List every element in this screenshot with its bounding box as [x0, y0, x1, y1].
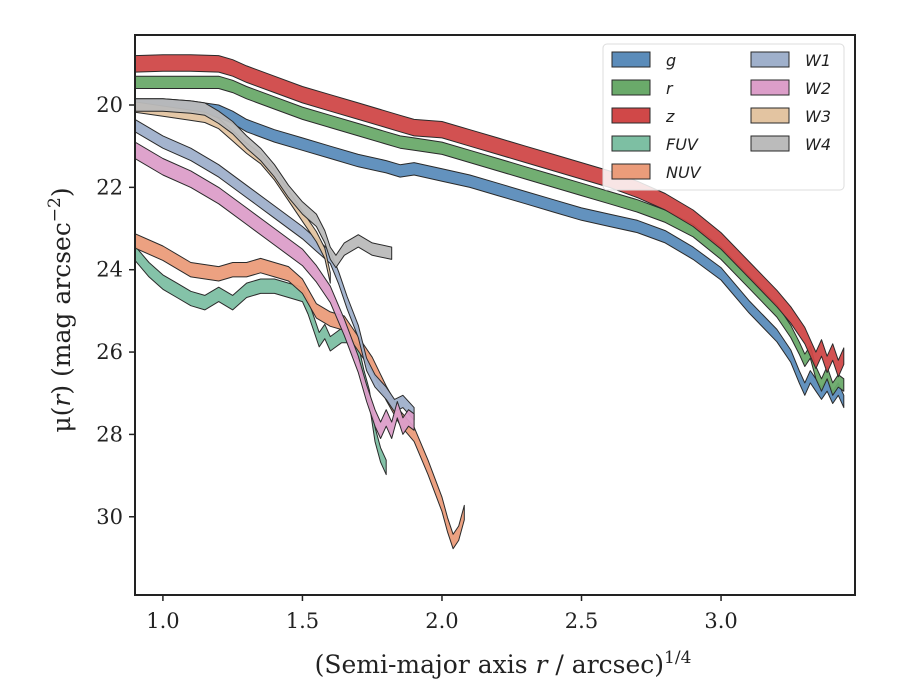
legend-label-nuv: NUV: [666, 163, 702, 182]
legend-swatch-z: [611, 107, 651, 124]
legend-label-r: r: [666, 79, 674, 98]
band-g: [135, 98, 845, 409]
legend-label-w3: W3: [805, 107, 831, 126]
legend-swatch-fuv: [611, 135, 651, 152]
x-tick-label: 2.5: [565, 609, 598, 633]
legend-label-z: z: [665, 107, 675, 126]
legend-label-w4: W4: [805, 135, 831, 154]
legend-label-fuv: FUV: [666, 135, 699, 154]
legend-swatch-nuv: [611, 163, 651, 180]
legend-swatch-w4: [750, 135, 790, 152]
band-r: [135, 75, 845, 396]
legend-swatch-w3: [750, 107, 790, 124]
legend: grz FUV NUV W1 W2 W3 W4: [602, 43, 845, 191]
legend-swatch-w2: [750, 79, 790, 96]
y-tick-label: 30: [96, 505, 123, 529]
band-nuv: [135, 233, 465, 550]
y-axis-label: μ(r) (mag arcsec−2): [45, 187, 76, 432]
y-tick-label: 24: [96, 258, 123, 282]
y-tick-label: 20: [96, 93, 123, 117]
x-axis: 1.0 1.5 2.0 2.5 3.0: [146, 595, 738, 633]
legend-swatch-r: [611, 79, 651, 96]
y-tick-label: 26: [96, 340, 123, 364]
y-tick-label: 22: [96, 175, 123, 199]
x-tick-label: 3.0: [704, 609, 737, 633]
band-w4: [135, 98, 393, 269]
legend-label-w1: W1: [805, 51, 831, 70]
band-fuv: [135, 245, 387, 476]
series-bands: [135, 54, 845, 550]
x-tick-label: 2.0: [425, 609, 458, 633]
y-tick-label: 28: [96, 422, 123, 446]
plot-frame: [134, 34, 856, 596]
legend-swatch-w1: [750, 51, 790, 68]
legend-label-g: g: [666, 51, 676, 70]
band-z: [135, 54, 845, 378]
x-tick-label: 1.5: [286, 609, 319, 633]
band-w2: [135, 141, 415, 439]
x-tick-label: 1.0: [146, 609, 179, 633]
x-axis-label: (Semi-major axis r / arcsec)1/4: [315, 648, 692, 679]
legend-label-w2: W2: [805, 79, 831, 98]
y-axis: 20 22 24 26 28 30: [96, 93, 135, 529]
legend-swatch-g: [611, 51, 651, 68]
